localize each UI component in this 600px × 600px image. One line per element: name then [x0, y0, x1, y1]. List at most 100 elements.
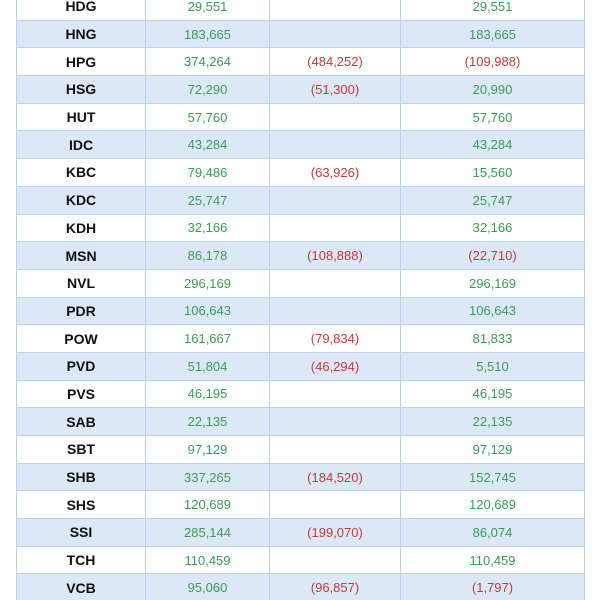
- ticker-cell: KBC: [16, 158, 146, 187]
- sell-value-cell: [269, 268, 401, 298]
- net-value-cell: 43,284: [400, 130, 585, 160]
- sell-value-cell: [269, 296, 401, 326]
- sell-value-cell: (96,857): [269, 573, 401, 600]
- sell-value-cell: [269, 185, 401, 215]
- net-value-cell: 97,129: [400, 435, 585, 464]
- buy-value-cell: 110,459: [145, 545, 270, 575]
- table-row: POW 161,667 (79,834) 81,833: [16, 324, 585, 353]
- ticker-cell: HNG: [16, 19, 146, 49]
- ticker-cell: NVL: [16, 268, 146, 298]
- trading-table: HDG 29,551 29,551 HNG 183,665 183,665 HPG 374,2…: [16, 0, 585, 600]
- net-value-cell: 183,665: [400, 19, 585, 49]
- buy-value-cell: 51,804: [145, 351, 270, 381]
- buy-value-cell: 296,169: [145, 268, 270, 298]
- sell-value-cell: [269, 407, 401, 436]
- sell-value-cell: [269, 213, 401, 243]
- table-row: HPG 374,264 (484,252) (109,988): [16, 47, 585, 77]
- buy-value-cell: 95,060: [145, 573, 270, 600]
- buy-value-cell: 106,643: [145, 296, 270, 326]
- buy-value-cell: 161,667: [145, 324, 270, 353]
- table-row: NVL 296,169 296,169: [16, 268, 585, 298]
- net-value-cell: 29,551: [400, 0, 585, 21]
- ticker-cell: HUT: [16, 102, 146, 132]
- ticker-cell: HSG: [16, 75, 146, 104]
- net-value-cell: 152,745: [400, 462, 585, 492]
- buy-value-cell: 25,747: [145, 185, 270, 215]
- ticker-cell: IDC: [16, 130, 146, 160]
- table-row: HSG 72,290 (51,300) 20,990: [16, 75, 585, 104]
- table-row: SHB 337,265 (184,520) 152,745: [16, 462, 585, 492]
- buy-value-cell: 86,178: [145, 241, 270, 270]
- net-value-cell: 20,990: [400, 75, 585, 104]
- table-row: IDC 43,284 43,284: [16, 130, 585, 160]
- net-value-cell: 110,459: [400, 545, 585, 575]
- net-value-cell: 22,135: [400, 407, 585, 436]
- net-value-cell: 296,169: [400, 268, 585, 298]
- ticker-cell: POW: [16, 324, 146, 353]
- table-row: TCH 110,459 110,459: [16, 545, 585, 575]
- sell-value-cell: [269, 379, 401, 409]
- table-row: PDR 106,643 106,643: [16, 296, 585, 326]
- ticker-cell: HPG: [16, 47, 146, 77]
- sell-value-cell: (79,834): [269, 324, 401, 353]
- table-row: SAB 22,135 22,135: [16, 407, 585, 436]
- table-row: KBC 79,486 (63,926) 15,560: [16, 158, 585, 187]
- buy-value-cell: 43,284: [145, 130, 270, 160]
- ticker-cell: PVD: [16, 351, 146, 381]
- table-row: PVD 51,804 (46,294) 5,510: [16, 351, 585, 381]
- table-body: HDG 29,551 29,551 HNG 183,665 183,665 HPG 374,2…: [16, 0, 585, 600]
- net-value-cell: (1,797): [400, 573, 585, 600]
- net-value-cell: 120,689: [400, 490, 585, 520]
- buy-value-cell: 72,290: [145, 75, 270, 104]
- sell-value-cell: [269, 0, 401, 21]
- sell-value-cell: [269, 102, 401, 132]
- table-row: SBT 97,129 97,129: [16, 435, 585, 464]
- sell-value-cell: (63,926): [269, 158, 401, 187]
- sell-value-cell: [269, 435, 401, 464]
- net-value-cell: 15,560: [400, 158, 585, 187]
- buy-value-cell: 120,689: [145, 490, 270, 520]
- ticker-cell: HDG: [16, 0, 146, 21]
- sell-value-cell: (46,294): [269, 351, 401, 381]
- table-row: KDC 25,747 25,747: [16, 185, 585, 215]
- buy-value-cell: 374,264: [145, 47, 270, 77]
- buy-value-cell: 57,760: [145, 102, 270, 132]
- buy-value-cell: 285,144: [145, 518, 270, 547]
- buy-value-cell: 183,665: [145, 19, 270, 49]
- sell-value-cell: (199,070): [269, 518, 401, 547]
- table-row: MSN 86,178 (108,888) (22,710): [16, 241, 585, 270]
- buy-value-cell: 97,129: [145, 435, 270, 464]
- net-value-cell: 46,195: [400, 379, 585, 409]
- sell-value-cell: [269, 130, 401, 160]
- sell-value-cell: (108,888): [269, 241, 401, 270]
- table-row: KDH 32,166 32,166: [16, 213, 585, 243]
- net-value-cell: 57,760: [400, 102, 585, 132]
- table-row: HUT 57,760 57,760: [16, 102, 585, 132]
- buy-value-cell: 337,265: [145, 462, 270, 492]
- buy-value-cell: 29,551: [145, 0, 270, 21]
- net-value-cell: (22,710): [400, 241, 585, 270]
- ticker-cell: VCB: [16, 573, 146, 600]
- ticker-cell: PDR: [16, 296, 146, 326]
- net-value-cell: 25,747: [400, 185, 585, 215]
- ticker-cell: SSI: [16, 518, 146, 547]
- buy-value-cell: 79,486: [145, 158, 270, 187]
- sell-value-cell: [269, 19, 401, 49]
- ticker-cell: TCH: [16, 545, 146, 575]
- sell-value-cell: [269, 490, 401, 520]
- buy-value-cell: 32,166: [145, 213, 270, 243]
- net-value-cell: 106,643: [400, 296, 585, 326]
- net-value-cell: 81,833: [400, 324, 585, 353]
- ticker-cell: KDC: [16, 185, 146, 215]
- sell-value-cell: (184,520): [269, 462, 401, 492]
- ticker-cell: SHS: [16, 490, 146, 520]
- table-row: HDG 29,551 29,551: [16, 0, 585, 21]
- net-value-cell: (109,988): [400, 47, 585, 77]
- ticker-cell: SBT: [16, 435, 146, 464]
- ticker-cell: SAB: [16, 407, 146, 436]
- net-value-cell: 32,166: [400, 213, 585, 243]
- sell-value-cell: (51,300): [269, 75, 401, 104]
- net-value-cell: 86,074: [400, 518, 585, 547]
- ticker-cell: KDH: [16, 213, 146, 243]
